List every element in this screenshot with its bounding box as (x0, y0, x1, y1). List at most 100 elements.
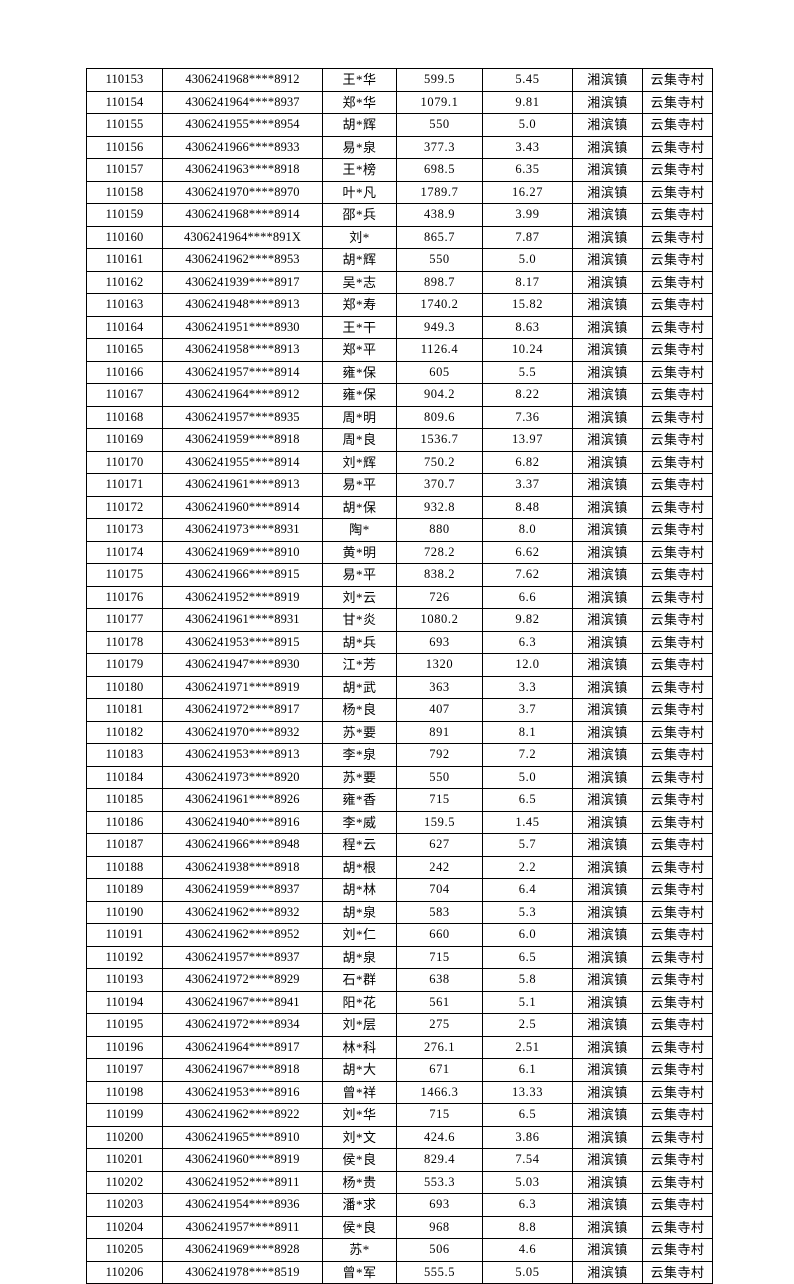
person-name-cell: 刘*辉 (322, 450, 397, 474)
village-name-cell: 云集寺村 (642, 1125, 713, 1149)
id-card-number-cell: 4306241967****8941 (162, 990, 323, 1014)
person-name-cell: 胡*辉 (322, 248, 397, 272)
land-area-cell: 2.5 (482, 1013, 573, 1037)
person-name-cell: 苏* (322, 1238, 397, 1262)
subsidy-amount-cell: 704 (396, 878, 483, 902)
serial-number-cell: 110155 (86, 113, 163, 137)
document-page: 110153 4306241968****8912 王*华 599.5 5.45 湘滨镇云… (86, 68, 713, 1284)
table-row: 110158 4306241970****8970 叶*凡 1789.7 16.27 湘滨… (86, 180, 713, 204)
table-row: 110204 4306241957****8911 侯*良 968 8.8 湘滨镇 云集寺村 (86, 1215, 713, 1239)
person-name-cell: 邵*兵 (322, 203, 397, 227)
id-card-number-cell: 4306241966****8948 (162, 833, 323, 857)
subsidy-amount-cell: 1126.4 (396, 338, 483, 362)
land-area-cell: 2.2 (482, 855, 573, 879)
town-name-cell: 湘滨镇 (572, 630, 643, 654)
town-name-cell: 湘滨镇 (572, 945, 643, 969)
serial-number-cell: 110163 (86, 293, 163, 317)
land-area-cell: 5.03 (482, 1170, 573, 1194)
village-name-cell: 云集寺村 (642, 405, 713, 429)
village-name-cell: 云集寺村 (642, 788, 713, 812)
land-area-cell: 9.81 (482, 90, 573, 114)
person-name-cell: 郑*平 (322, 338, 397, 362)
id-card-number-cell: 4306241948****8913 (162, 293, 323, 317)
table-row: 110171 4306241961****8913 易*平 370.7 3.37 湘滨镇云… (86, 473, 713, 497)
subsidy-amount-cell: 891 (396, 720, 483, 744)
id-card-number-cell: 4306241966****8933 (162, 135, 323, 159)
town-name-cell: 湘滨镇 (572, 1215, 643, 1239)
person-name-cell: 王*干 (322, 315, 397, 339)
town-name-cell: 湘滨镇 (572, 90, 643, 114)
table-row: 110156 4306241966****8933 易*泉 377.3 3.43 湘滨镇云… (86, 135, 713, 159)
subsidy-amount-cell: 424.6 (396, 1125, 483, 1149)
village-name-cell: 云集寺村 (642, 923, 713, 947)
subsidy-amount-cell: 561 (396, 990, 483, 1014)
serial-number-cell: 110167 (86, 383, 163, 407)
subsidy-amount-cell: 715 (396, 945, 483, 969)
land-area-cell: 5.0 (482, 248, 573, 272)
id-card-number-cell: 4306241957****8937 (162, 945, 323, 969)
person-name-cell: 胡*泉 (322, 945, 397, 969)
person-name-cell: 刘*云 (322, 585, 397, 609)
serial-number-cell: 110196 (86, 1035, 163, 1059)
subsidy-amount-cell: 898.7 (396, 270, 483, 294)
village-name-cell: 云集寺村 (642, 675, 713, 699)
serial-number-cell: 110206 (86, 1260, 163, 1284)
serial-number-cell: 110178 (86, 630, 163, 654)
serial-number-cell: 110176 (86, 585, 163, 609)
serial-number-cell: 110190 (86, 900, 163, 924)
table-row: 110189 4306241959****8937 胡*林 704 6.4 湘滨镇 云集寺村 (86, 878, 713, 902)
subsidy-amount-cell: 370.7 (396, 473, 483, 497)
village-name-cell: 云集寺村 (642, 473, 713, 497)
id-card-number-cell: 4306241957****8935 (162, 405, 323, 429)
id-card-number-cell: 4306241961****8913 (162, 473, 323, 497)
village-name-cell: 云集寺村 (642, 1238, 713, 1262)
id-card-number-cell: 4306241966****8915 (162, 563, 323, 587)
town-name-cell: 湘滨镇 (572, 810, 643, 834)
land-area-cell: 5.3 (482, 900, 573, 924)
town-name-cell: 湘滨镇 (572, 315, 643, 339)
subsidy-amount-cell: 638 (396, 968, 483, 992)
town-name-cell: 湘滨镇 (572, 180, 643, 204)
village-name-cell: 云集寺村 (642, 203, 713, 227)
id-card-number-cell: 4306241938****8918 (162, 855, 323, 879)
serial-number-cell: 110173 (86, 518, 163, 542)
land-area-cell: 9.82 (482, 608, 573, 632)
subsidy-amount-cell: 438.9 (396, 203, 483, 227)
table-row: 110164 4306241951****8930 王*干 949.3 8.63 湘滨镇云… (86, 315, 713, 339)
subsidy-amount-cell: 715 (396, 1103, 483, 1127)
land-area-cell: 8.1 (482, 720, 573, 744)
village-name-cell: 云集寺村 (642, 158, 713, 182)
person-name-cell: 郑*寿 (322, 293, 397, 317)
village-name-cell: 云集寺村 (642, 810, 713, 834)
village-name-cell: 云集寺村 (642, 540, 713, 564)
land-area-cell: 6.5 (482, 788, 573, 812)
village-name-cell: 云集寺村 (642, 653, 713, 677)
id-card-number-cell: 4306241961****8926 (162, 788, 323, 812)
land-area-cell: 4.6 (482, 1238, 573, 1262)
table-row: 110184 4306241973****8920 苏*要 550 5.0 湘滨镇 云集寺村 (86, 765, 713, 789)
person-name-cell: 胡*保 (322, 495, 397, 519)
subsidy-amount-cell: 553.3 (396, 1170, 483, 1194)
town-name-cell: 湘滨镇 (572, 698, 643, 722)
serial-number-cell: 110154 (86, 90, 163, 114)
serial-number-cell: 110192 (86, 945, 163, 969)
land-area-cell: 12.0 (482, 653, 573, 677)
village-name-cell: 云集寺村 (642, 428, 713, 452)
land-area-cell: 13.33 (482, 1080, 573, 1104)
town-name-cell: 湘滨镇 (572, 1125, 643, 1149)
table-row: 110177 4306241961****8931 甘*炎 1080.2 9.82 湘滨镇… (86, 608, 713, 632)
town-name-cell: 湘滨镇 (572, 540, 643, 564)
subsidy-amount-cell: 1080.2 (396, 608, 483, 632)
serial-number-cell: 110162 (86, 270, 163, 294)
table-row: 110194 4306241967****8941 阳*花 561 5.1 湘滨镇 云集寺村 (86, 990, 713, 1014)
village-name-cell: 云集寺村 (642, 833, 713, 857)
village-name-cell: 云集寺村 (642, 720, 713, 744)
land-area-cell: 5.45 (482, 68, 573, 92)
person-name-cell: 易*泉 (322, 135, 397, 159)
land-area-cell: 16.27 (482, 180, 573, 204)
person-name-cell: 林*科 (322, 1035, 397, 1059)
land-area-cell: 6.6 (482, 585, 573, 609)
land-area-cell: 6.1 (482, 1058, 573, 1082)
person-name-cell: 刘* (322, 225, 397, 249)
town-name-cell: 湘滨镇 (572, 1035, 643, 1059)
